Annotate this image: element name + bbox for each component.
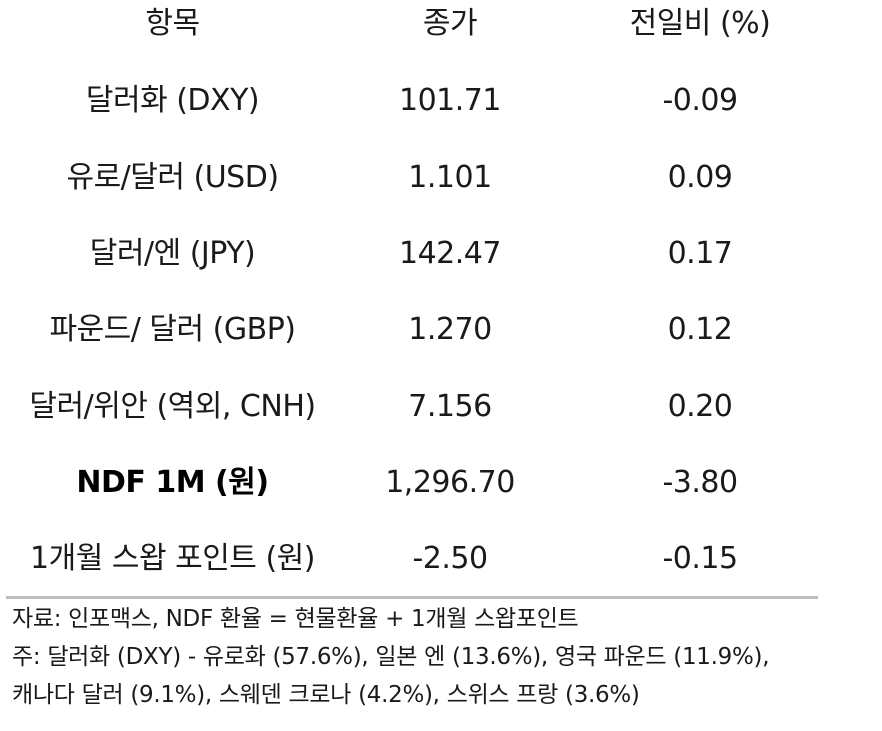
row-close: 7.156 <box>408 389 492 424</box>
row-change: 0.17 <box>667 236 733 271</box>
table-row: 유로/달러 (USD) 1.101 0.09 <box>0 148 882 208</box>
row-item: 1개월 스왑 포인트 (원) <box>30 541 315 576</box>
composition-note-line2: 캐나다 달러 (9.1%), 스웨덴 크로나 (4.2%), 스위스 프랑 (3… <box>12 682 640 708</box>
row-item: 달러/엔 (JPY) <box>89 236 256 271</box>
table-divider <box>6 596 818 599</box>
footnotes: 자료: 인포맥스, NDF 환율 = 현물환율 + 1개월 스왑포인트 주: 달… <box>12 600 882 714</box>
row-item: NDF 1M (원) <box>76 465 269 500</box>
table-row: 달러화 (DXY) 101.71 -0.09 <box>0 71 882 131</box>
composition-note-line1: 주: 달러화 (DXY) - 유로화 (57.6%), 일본 엔 (13.6%)… <box>12 644 770 670</box>
row-item: 달러화 (DXY) <box>85 83 260 118</box>
table-header-row: 항목 종가 전일비 (%) <box>0 0 882 54</box>
header-item: 항목 <box>145 6 200 41</box>
row-change: -0.09 <box>662 83 738 118</box>
header-change: 전일비 (%) <box>629 6 771 41</box>
header-close: 종가 <box>422 6 478 41</box>
row-item: 달러/위안 (역외, CNH) <box>29 389 316 424</box>
source-note: 자료: 인포맥스, NDF 환율 = 현물환율 + 1개월 스왑포인트 <box>12 606 579 632</box>
row-item: 파운드/ 달러 (GBP) <box>49 312 296 347</box>
table-row: 파운드/ 달러 (GBP) 1.270 0.12 <box>0 300 882 360</box>
table-row: 달러/엔 (JPY) 142.47 0.17 <box>0 224 882 284</box>
row-change: -3.80 <box>662 465 738 500</box>
table-row: 1개월 스왑 포인트 (원) -2.50 -0.15 <box>0 529 882 589</box>
row-item: 유로/달러 (USD) <box>66 160 279 195</box>
table-row: 달러/위안 (역외, CNH) 7.156 0.20 <box>0 377 882 437</box>
row-change: 0.09 <box>667 160 733 195</box>
row-close: 101.71 <box>399 83 501 118</box>
row-close: 142.47 <box>399 236 501 271</box>
row-change: 0.20 <box>667 389 733 424</box>
row-close: -2.50 <box>412 541 488 576</box>
row-change: -0.15 <box>662 541 738 576</box>
row-close: 1,296.70 <box>385 465 515 500</box>
table-row-ndf: NDF 1M (원) 1,296.70 -3.80 <box>0 453 882 513</box>
row-close: 1.101 <box>408 160 492 195</box>
row-close: 1.270 <box>408 312 492 347</box>
row-change: 0.12 <box>667 312 733 347</box>
